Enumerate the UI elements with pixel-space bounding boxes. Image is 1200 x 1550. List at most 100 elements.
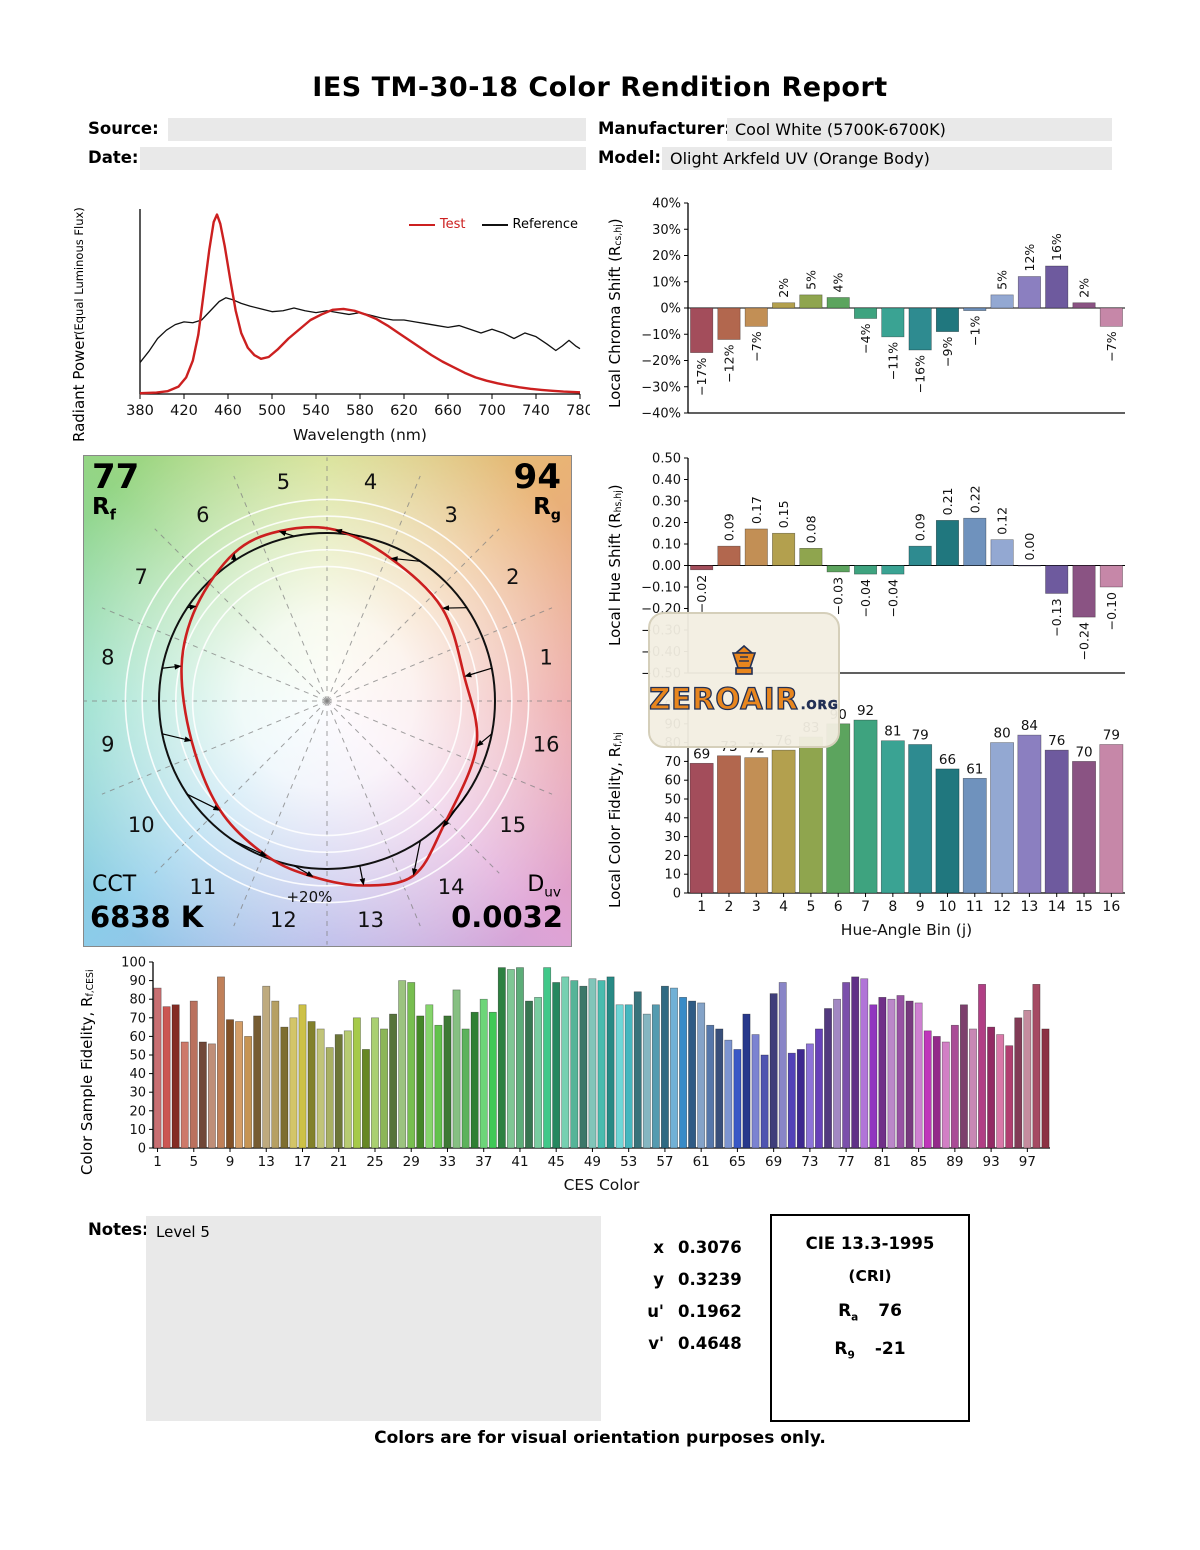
- svg-text:37: 37: [475, 1154, 492, 1170]
- svg-text:20: 20: [129, 1104, 146, 1119]
- svg-text:15: 15: [499, 813, 526, 837]
- svg-text:1: 1: [539, 645, 552, 669]
- svg-text:0.20: 0.20: [652, 516, 681, 531]
- svg-text:660: 660: [434, 403, 462, 419]
- legend-item-reference: Reference: [481, 217, 578, 232]
- svg-text:30%: 30%: [652, 223, 681, 238]
- svg-text:0.09: 0.09: [913, 513, 928, 541]
- svg-text:10: 10: [664, 868, 681, 883]
- svg-text:13: 13: [357, 908, 384, 932]
- rg-value: 94: [513, 457, 561, 497]
- svg-text:2: 2: [506, 565, 519, 589]
- svg-text:0.00: 0.00: [1022, 533, 1037, 561]
- cri-r9-row: R9 -21: [834, 1339, 906, 1362]
- svg-text:69: 69: [765, 1154, 782, 1170]
- svg-text:10: 10: [128, 813, 155, 837]
- svg-text:45: 45: [548, 1154, 565, 1170]
- cct-value: 6838 K: [90, 900, 204, 934]
- svg-text:20%: 20%: [652, 249, 681, 264]
- svg-text:Wavelength (nm): Wavelength (nm): [293, 426, 427, 444]
- svg-text:0.30: 0.30: [652, 495, 681, 510]
- svg-text:500: 500: [258, 403, 286, 419]
- svg-text:−0.04: −0.04: [885, 579, 900, 617]
- svg-text:89: 89: [946, 1154, 963, 1170]
- duv-value: 0.0032: [451, 900, 563, 934]
- svg-text:84: 84: [1021, 718, 1038, 734]
- cri-standard-title: CIE 13.3-1995: [805, 1234, 935, 1253]
- svg-text:0.09: 0.09: [721, 513, 736, 541]
- svg-text:0.50: 0.50: [652, 452, 681, 467]
- svg-text:0: 0: [138, 1142, 146, 1157]
- model-field: Olight Arkfeld UV (Orange Body): [662, 147, 1112, 170]
- svg-text:77: 77: [838, 1154, 855, 1170]
- test-legend-label: Test: [439, 217, 466, 232]
- svg-text:60: 60: [129, 1030, 146, 1045]
- chromaticity-row-x: x 0.3076: [653, 1238, 742, 1257]
- svg-text:40%: 40%: [652, 197, 681, 212]
- svg-text:60: 60: [664, 774, 681, 789]
- svg-text:580: 580: [346, 403, 374, 419]
- svg-text:20: 20: [664, 849, 681, 864]
- svg-text:41: 41: [511, 1154, 528, 1170]
- test-line-swatch: [408, 223, 435, 226]
- svg-text:33: 33: [439, 1154, 456, 1170]
- svg-text:13: 13: [258, 1154, 275, 1170]
- svg-text:65: 65: [729, 1154, 746, 1170]
- svg-text:−11%: −11%: [885, 342, 900, 380]
- svg-text:−1%: −1%: [967, 316, 982, 346]
- svg-text:−0.24: −0.24: [1077, 622, 1092, 660]
- svg-text:25: 25: [366, 1154, 383, 1170]
- svg-text:9: 9: [226, 1154, 235, 1170]
- svg-text:740: 740: [522, 403, 550, 419]
- svg-text:−0.13: −0.13: [1049, 598, 1064, 636]
- svg-text:50: 50: [664, 793, 681, 808]
- cri-box: CIE 13.3-1995 (CRI) Ra 76 R9 -21: [770, 1214, 970, 1422]
- source-field: [168, 118, 586, 141]
- svg-text:12: 12: [270, 908, 297, 932]
- svg-text:−40%: −40%: [641, 407, 681, 422]
- svg-text:−16%: −16%: [913, 355, 928, 393]
- svg-text:5%: 5%: [995, 270, 1010, 290]
- svg-text:100: 100: [121, 956, 146, 971]
- footer-disclaimer: Colors are for visual orientation purpos…: [374, 1428, 826, 1448]
- svg-text:21: 21: [330, 1154, 347, 1170]
- svg-text:8: 8: [888, 899, 897, 915]
- svg-text:380: 380: [126, 403, 154, 419]
- notes-field: Level 5: [146, 1216, 601, 1421]
- svg-text:29: 29: [403, 1154, 420, 1170]
- svg-text:61: 61: [693, 1154, 710, 1170]
- report-title: IES TM-30-18 Color Rendition Report: [312, 72, 888, 103]
- chroma-shift-y-axis-label: Local Chroma Shift (Rcs,hj): [606, 218, 624, 408]
- svg-text:−0.03: −0.03: [831, 577, 846, 615]
- r9-value: -21: [874, 1339, 906, 1360]
- svg-text:92: 92: [857, 703, 874, 719]
- rf-value: 77: [92, 457, 140, 497]
- svg-text:90: 90: [129, 974, 146, 989]
- hue-shift-plot: 0.500.400.300.200.100.00−0.10−0.20−0.30−…: [641, 452, 1125, 682]
- svg-text:2%: 2%: [776, 278, 791, 298]
- svg-text:80: 80: [994, 726, 1011, 742]
- svg-text:7: 7: [861, 899, 870, 915]
- svg-text:12%: 12%: [1022, 244, 1037, 272]
- svg-text:40: 40: [664, 811, 681, 826]
- chromaticity-row-u: u' 0.1962: [647, 1302, 742, 1321]
- svg-text:15: 15: [1075, 899, 1093, 915]
- svg-text:70: 70: [1075, 744, 1092, 760]
- svg-text:4%: 4%: [831, 273, 846, 293]
- svg-text:97: 97: [1019, 1154, 1036, 1170]
- svg-text:14: 14: [1048, 899, 1066, 915]
- svg-text:17: 17: [294, 1154, 311, 1170]
- zeroair-lantern-icon: [731, 644, 757, 675]
- svg-text:0.08: 0.08: [803, 515, 818, 543]
- zeroair-watermark-text: ZEROAIR .ORG: [649, 681, 839, 716]
- manufacturer-label: Manufacturer:: [598, 119, 731, 138]
- svg-text:11: 11: [189, 875, 216, 899]
- svg-text:0%: 0%: [660, 302, 681, 317]
- svg-text:81: 81: [874, 1154, 891, 1170]
- svg-text:11: 11: [966, 899, 984, 915]
- svg-text:CES Color: CES Color: [564, 1176, 640, 1194]
- notes-label: Notes:: [88, 1220, 149, 1239]
- svg-text:50: 50: [129, 1049, 146, 1064]
- date-label: Date:: [88, 148, 139, 167]
